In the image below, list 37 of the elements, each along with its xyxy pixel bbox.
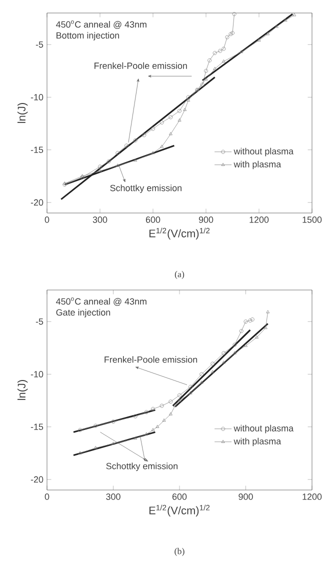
x-tick-label: 0 xyxy=(44,494,50,500)
annotation: Frenkel-Poole emission xyxy=(94,62,187,69)
x-tick-label: 1200 xyxy=(250,216,269,223)
text: (b) xyxy=(174,548,184,556)
annotation: Frenkel-Poole emission xyxy=(104,356,198,363)
text: 450$^{o}$C anneal @ 43nm xyxy=(56,298,146,306)
x-tick-label: 600 xyxy=(146,216,160,223)
annotation: Schottky emission xyxy=(106,462,178,472)
x-tick-label: 600 xyxy=(172,494,187,500)
text: 450$^{o}$C anneal @ 43nm xyxy=(56,20,146,29)
x-axis-title: E$^{1/2}$(V/cm)$^{1/2}$ xyxy=(149,228,210,240)
text: (a) xyxy=(174,270,184,280)
x-axis-title: E$^{1/2}$(V/cm)$^{1/2}$ xyxy=(149,504,210,516)
x-tick-label: 1500 xyxy=(302,216,322,223)
x-tick-label: 1200 xyxy=(302,494,322,500)
text: Bottom injection xyxy=(56,32,120,40)
text: Gate injection xyxy=(56,309,110,318)
y-tick-label: -5 xyxy=(36,318,44,325)
x-tick-label: 300 xyxy=(106,494,120,500)
y-axis-title: ln(J) xyxy=(17,380,28,400)
y-tick-label: -10 xyxy=(30,371,44,378)
x-tick-label: 900 xyxy=(198,216,214,223)
y-tick-label: -10 xyxy=(30,94,44,100)
annotation: Schottky emission xyxy=(110,184,182,193)
y-tick-label: -15 xyxy=(30,424,44,430)
x-tick-label: 0 xyxy=(44,216,50,223)
y-tick-label: -20 xyxy=(30,476,44,483)
legend-label: without plasma xyxy=(234,148,294,156)
legend-label: without plasma xyxy=(234,424,294,434)
x-tick-label: 900 xyxy=(238,494,253,500)
y-tick-label: -5 xyxy=(36,41,44,48)
y-tick-label: -20 xyxy=(30,199,44,206)
y-axis-title: ln(J) xyxy=(17,103,28,123)
legend-label: with plasma xyxy=(234,160,282,170)
legend-label: with plasma xyxy=(234,438,282,446)
x-tick-label: 300 xyxy=(92,216,108,223)
y-tick-label: -15 xyxy=(30,146,44,153)
